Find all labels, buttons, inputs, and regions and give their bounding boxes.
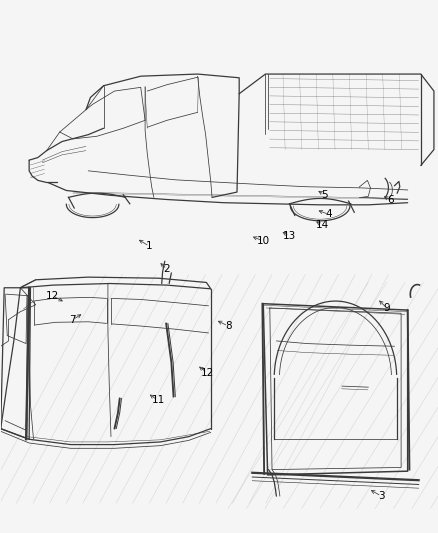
Text: 12: 12 <box>46 290 59 301</box>
Text: 13: 13 <box>282 231 296 241</box>
Text: 2: 2 <box>163 264 170 274</box>
Text: 1: 1 <box>146 241 152 251</box>
Text: 6: 6 <box>386 195 392 205</box>
Text: 11: 11 <box>151 395 165 406</box>
Text: 5: 5 <box>321 190 327 200</box>
Text: 10: 10 <box>256 236 269 246</box>
Text: 3: 3 <box>377 491 384 501</box>
Text: 14: 14 <box>315 220 328 230</box>
Text: 4: 4 <box>325 209 332 220</box>
Text: 8: 8 <box>224 321 231 331</box>
Text: 9: 9 <box>382 303 389 313</box>
Text: 7: 7 <box>70 314 76 325</box>
Text: 12: 12 <box>200 368 213 378</box>
